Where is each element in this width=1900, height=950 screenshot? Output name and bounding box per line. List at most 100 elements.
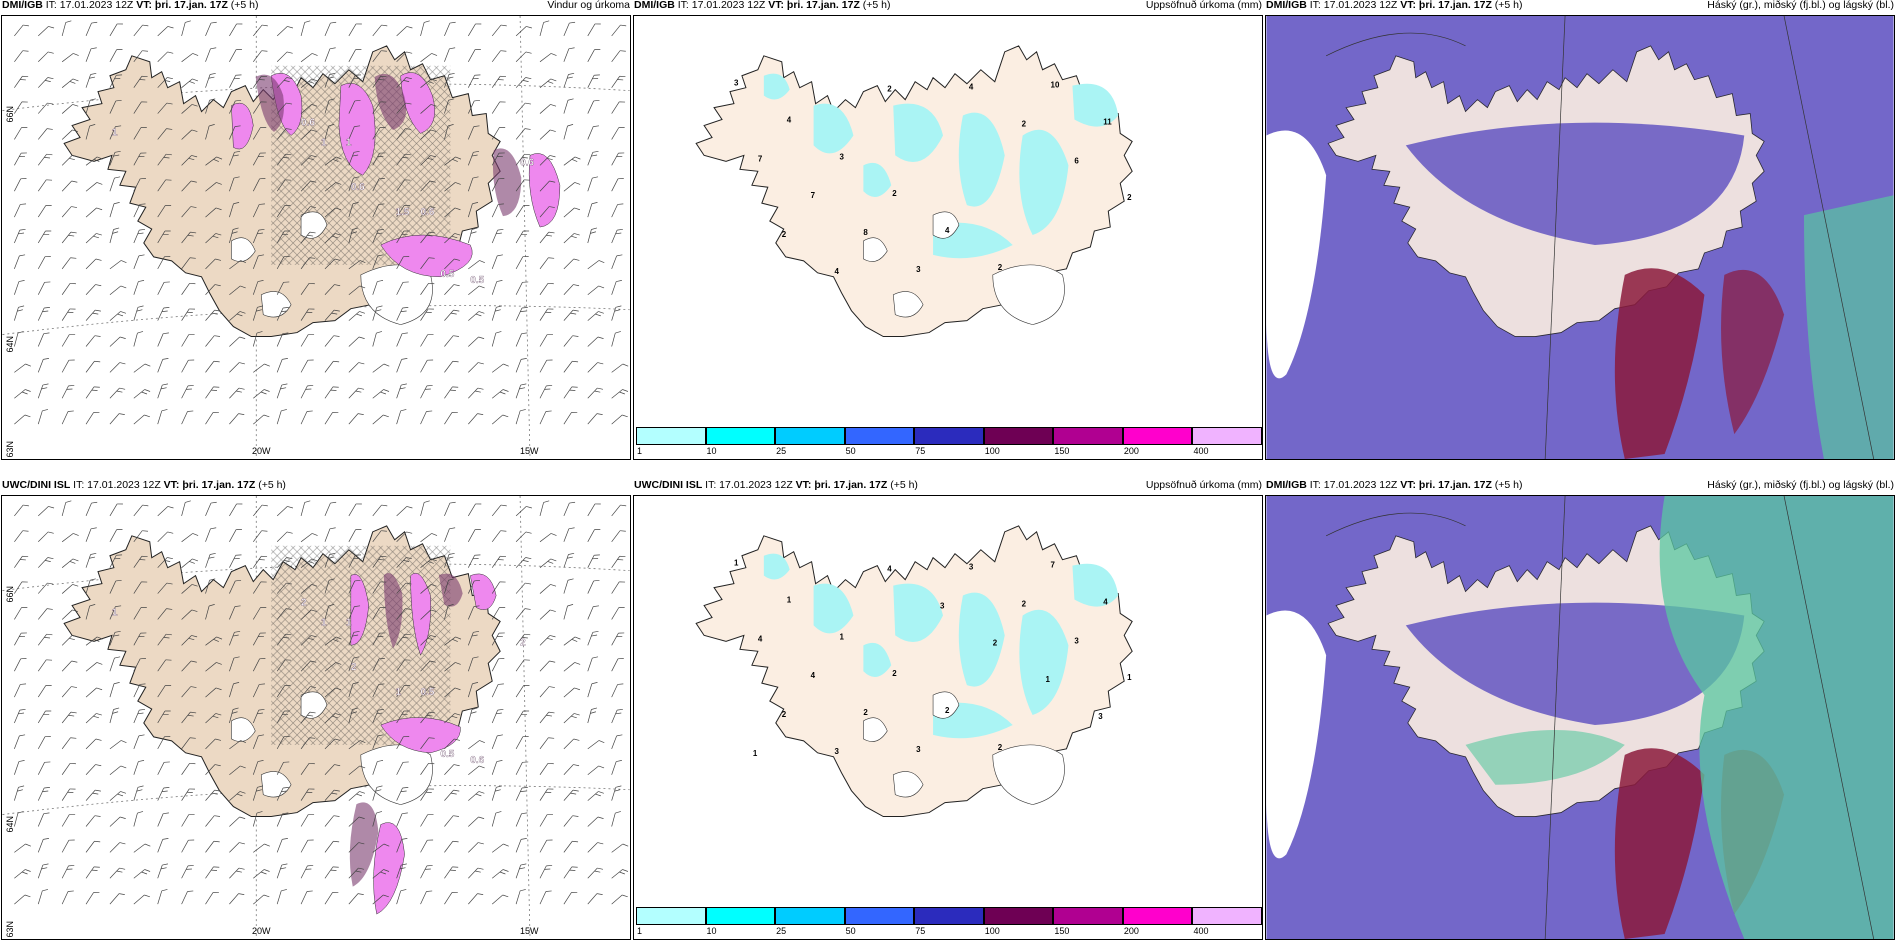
- wind-barb: [467, 227, 478, 244]
- wind-barb: [300, 814, 315, 827]
- wind-barb: [563, 527, 575, 542]
- wind-barb: [396, 409, 407, 425]
- wind-barb: [396, 281, 409, 295]
- wind-barb: [396, 205, 411, 218]
- wind-barb: [587, 529, 601, 542]
- wind-barb: [324, 840, 340, 853]
- wind-barb: [109, 176, 121, 192]
- wind-barb: [444, 527, 456, 542]
- precip-heavy: [374, 73, 407, 131]
- wind-barb: [468, 49, 481, 62]
- wind-barb: [563, 892, 578, 905]
- wind-barb: [372, 280, 384, 295]
- wind-barb: [348, 49, 362, 62]
- wind-barb: [515, 409, 526, 425]
- wind-barb: [205, 335, 221, 347]
- wind-barb: [37, 383, 49, 399]
- wind-barb: [109, 49, 123, 62]
- snow-free-area: [992, 744, 1065, 805]
- wind-barb: [85, 687, 103, 698]
- wind-barb: [37, 102, 54, 114]
- wind-barb: [396, 256, 410, 270]
- wind-barb: [252, 811, 263, 827]
- wind-barb: [109, 630, 121, 646]
- wind-barb: [276, 409, 287, 425]
- precip-heavy: [349, 802, 379, 887]
- wind-barb: [324, 687, 342, 698]
- wind-barb: [276, 506, 294, 517]
- wind-barb: [205, 412, 219, 425]
- wind-barb: [85, 98, 96, 114]
- wind-barb: [133, 760, 145, 775]
- wind-barb: [420, 129, 437, 140]
- wind-barb: [372, 228, 384, 244]
- wind-barb: [515, 26, 532, 37]
- wind-barb: [37, 608, 53, 620]
- wind-barb: [276, 787, 289, 801]
- accum-value-label: 11: [1103, 118, 1112, 127]
- wind-barb: [324, 738, 341, 750]
- wind-barb: [109, 707, 120, 724]
- wind-barb: [515, 633, 531, 646]
- wind-barb: [133, 280, 145, 295]
- wind-barb: [109, 285, 127, 296]
- wind-barb: [252, 305, 264, 321]
- wind-barb: [491, 760, 503, 775]
- wind-barb: [14, 843, 32, 853]
- latitude-label: 66N: [5, 106, 15, 123]
- wind-barb: [61, 308, 76, 321]
- wind-barb: [444, 156, 462, 166]
- accum-value-label: 2: [1127, 193, 1132, 202]
- wind-barb: [276, 77, 293, 88]
- wind-barb: [229, 311, 246, 321]
- wind-barb: [467, 150, 480, 166]
- wind-barb: [38, 51, 54, 63]
- wind-barb: [372, 101, 387, 114]
- wind-barb: [229, 503, 243, 517]
- wind-barb: [109, 579, 122, 594]
- wind-barb: [467, 707, 478, 724]
- wind-barb: [611, 363, 629, 373]
- colorbar-tick-label: 200: [1123, 446, 1139, 456]
- wind-barb: [133, 228, 146, 244]
- wind-barb: [61, 180, 78, 192]
- precip-value-label: 1: [321, 137, 327, 148]
- wind-barb: [444, 47, 456, 62]
- colorbar-swatch: [914, 907, 984, 925]
- wind-barb: [611, 869, 629, 879]
- snow-free-area: [231, 717, 256, 742]
- snow-free-area: [260, 291, 292, 318]
- wind-barb: [587, 99, 600, 114]
- wind-barb: [324, 604, 335, 620]
- wind-barb: [539, 282, 554, 295]
- wind-barb: [181, 385, 194, 399]
- wind-barb: [61, 762, 76, 775]
- wind-barb: [539, 78, 557, 88]
- wind-barb: [181, 308, 196, 321]
- wind-barb: [61, 282, 76, 295]
- wind-barb: [348, 362, 365, 373]
- wind-barb: [539, 410, 552, 425]
- colorbar-swatch: [775, 907, 845, 925]
- wind-barb: [205, 386, 220, 399]
- accum-value-label: 1: [734, 559, 739, 568]
- wind-barb: [252, 555, 268, 568]
- wind-barb: [515, 128, 531, 140]
- accum-area: [763, 553, 790, 580]
- wind-barb: [324, 892, 339, 905]
- precip-value-label: 0.5: [470, 275, 484, 286]
- accum-value-label: 1: [1127, 673, 1132, 682]
- wind-barb: [420, 609, 437, 620]
- wind-barb: [372, 607, 386, 620]
- wind-barb: [587, 656, 599, 672]
- wind-barb: [539, 890, 552, 905]
- wind-barb: [515, 685, 530, 698]
- wind-barb: [61, 890, 74, 905]
- wind-barb: [324, 789, 340, 801]
- wind-barb: [300, 686, 316, 698]
- wind-barb: [563, 687, 581, 698]
- wind-barb: [300, 660, 317, 672]
- wind-barb: [276, 281, 290, 295]
- wind-barb: [515, 77, 532, 88]
- wind-barb: [14, 228, 26, 244]
